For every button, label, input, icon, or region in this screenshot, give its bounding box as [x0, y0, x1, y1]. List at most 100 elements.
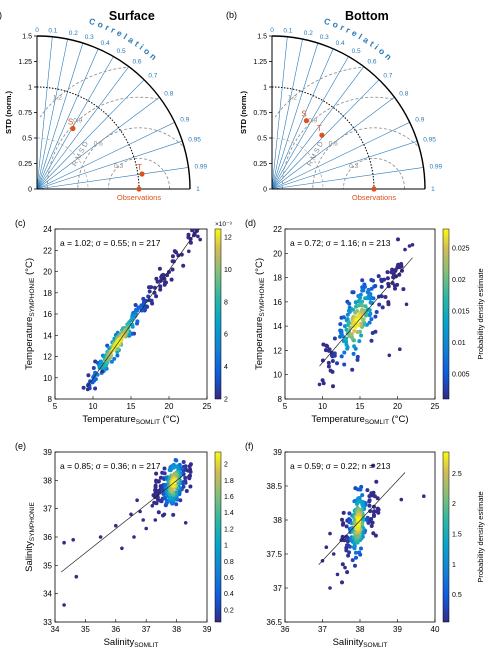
correlation-tick-label: 0.1 — [48, 28, 57, 35]
data-point — [171, 512, 176, 517]
colorbar-tick-label: 8 — [224, 299, 228, 306]
correlation-label-path — [88, 23, 195, 118]
data-point — [183, 475, 188, 480]
data-point — [399, 497, 404, 502]
x-tick-label: 34 — [51, 625, 60, 634]
data-point — [338, 322, 343, 327]
y-tick-label: 0 — [263, 187, 267, 194]
correlation-ray — [36, 36, 53, 190]
model-point-label: S — [68, 118, 73, 127]
data-point — [351, 307, 355, 312]
data-point — [345, 570, 350, 575]
data-point — [386, 300, 391, 305]
data-point — [152, 285, 157, 290]
rmsd-tick-label: 0.3 — [114, 163, 123, 170]
data-point — [108, 352, 113, 357]
data-point — [321, 342, 326, 347]
data-point — [184, 489, 189, 493]
y-axis-label-main: Temperature — [254, 317, 265, 370]
data-point — [169, 277, 174, 282]
data-point — [364, 517, 369, 522]
correlation-ray — [36, 140, 183, 190]
data-point — [358, 499, 363, 504]
outer-arc — [271, 35, 426, 190]
correlation-tick-label: 0.3 — [320, 34, 329, 41]
colorbar-tick-label: 10 — [224, 267, 232, 274]
y-tick-label: 8 — [48, 395, 53, 404]
y-axis-label-sub: SYMPHONIE — [29, 502, 36, 542]
y-tick-label: 0.75 — [18, 110, 32, 117]
data-point — [141, 518, 145, 522]
data-point — [393, 286, 397, 291]
data-point — [142, 308, 147, 313]
data-point — [367, 494, 372, 499]
colorbar-tick-label: 1.2 — [224, 526, 234, 533]
data-point — [376, 274, 381, 279]
correlation-tick-label: 0 — [270, 27, 274, 34]
correlation-tick-label: 0.7 — [148, 72, 157, 79]
data-point — [163, 280, 167, 285]
y-tick-label: 1.25 — [253, 59, 267, 66]
y-tick-label: 20 — [273, 249, 282, 258]
x-axis-label-main: Salinity — [104, 637, 135, 648]
scatter-panel-f: 36 37 38 39 40 36.5 37 37.5 38 38.5 39 a = 0.59; σ … — [245, 441, 485, 648]
data-point — [150, 504, 155, 508]
data-point — [81, 385, 86, 390]
correlation-tick-label: 0.95 — [423, 136, 436, 143]
y-tick-label: 38 — [273, 516, 282, 525]
colorbar-tick-label: 4 — [224, 364, 228, 371]
y-tick-label: 24 — [43, 225, 52, 234]
y-tick-label: 14 — [43, 331, 52, 340]
x-tick-label: 38 — [172, 625, 181, 634]
y-axis-label: TemperatureSYMPHONIE (°C) — [24, 258, 36, 370]
data-point — [398, 347, 402, 352]
y-tick-label: 10 — [43, 374, 52, 383]
y-tick-label: 33 — [43, 618, 52, 627]
data-point — [170, 254, 175, 259]
model-point-label: S — [301, 110, 306, 119]
colorbar-tick-label: 1 — [452, 562, 456, 569]
data-point — [353, 563, 357, 568]
data-point — [355, 309, 359, 313]
data-point — [407, 244, 412, 248]
y-tick-label: 22 — [43, 246, 52, 255]
data-point — [144, 526, 148, 531]
correlation-ray — [36, 48, 99, 190]
fit-line — [319, 257, 413, 367]
data-point — [170, 267, 175, 272]
y-tick-label: 36.5 — [266, 618, 282, 627]
y-axis-label-main: Temperature — [24, 317, 35, 370]
data-point — [156, 479, 161, 484]
colorbar-tick-label: 2 — [224, 397, 228, 404]
correlation-ray — [36, 167, 189, 190]
y-tick-label: 0 — [28, 187, 32, 194]
data-point — [335, 361, 339, 366]
data-point — [360, 493, 365, 498]
data-point — [62, 540, 66, 545]
std-arc — [36, 137, 89, 190]
annotation: a = 1.02; σ = 0.55; n = 217 — [60, 238, 161, 248]
x-tick-label: 15 — [356, 402, 365, 411]
x-tick-label: 10 — [89, 402, 98, 411]
data-point — [340, 517, 344, 522]
colorbar-label: Probability density estimate — [476, 491, 485, 582]
y-tick-label: 22 — [273, 225, 282, 234]
annotation: a = 0.59; σ = 0.22; n = 213 — [290, 461, 391, 471]
data-point — [342, 324, 347, 329]
data-point — [181, 263, 186, 268]
data-point — [348, 518, 353, 523]
correlation-tick-label: 0.9 — [415, 117, 424, 124]
y-tick-label: 20 — [43, 268, 52, 277]
correlation-ray — [36, 42, 84, 190]
data-point — [359, 333, 364, 338]
data-point — [93, 386, 98, 391]
colorbar-tick-label: 2.5 — [452, 471, 462, 478]
colorbar-tick-label: 1.4 — [224, 510, 234, 517]
data-point — [368, 300, 373, 305]
data-point — [153, 518, 158, 522]
data-point — [115, 347, 120, 352]
data-point — [347, 511, 352, 516]
panel-label: (d) — [245, 218, 256, 228]
data-point — [174, 250, 179, 255]
